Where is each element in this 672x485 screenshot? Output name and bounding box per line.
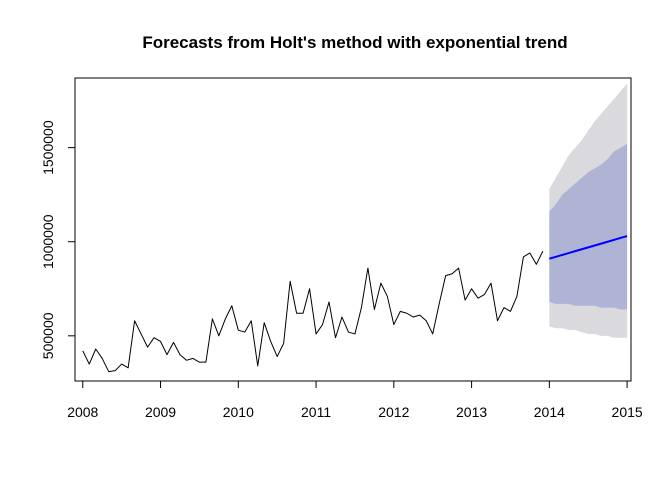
series-lines: [82, 235, 628, 373]
x-tick-label: 2012: [378, 404, 409, 420]
band-80: [549, 143, 628, 310]
x-tick-label: 2008: [67, 404, 98, 420]
chart-title: Forecasts from Holt's method with expone…: [142, 33, 567, 52]
x-tick-label: 2015: [612, 404, 643, 420]
observed-line: [82, 250, 544, 373]
y-tick-label: 1500000: [40, 120, 56, 175]
x-tick-label: 2013: [456, 404, 487, 420]
y-tick-label: 500000: [40, 312, 56, 359]
plot-frame: [74, 77, 632, 382]
x-tick-label: 2014: [534, 404, 565, 420]
x-tick-label: 2010: [223, 404, 254, 420]
y-axis: 500000 1000000 1500000: [40, 120, 76, 359]
x-axis: 2008 2009 2010 2011 2012 2013 2014 2015: [67, 380, 643, 420]
x-tick-label: 2009: [145, 404, 176, 420]
y-tick-label: 1000000: [40, 214, 56, 269]
x-tick-label: 2011: [301, 404, 331, 420]
forecast-line: [549, 235, 628, 260]
confidence-bands: [549, 83, 628, 338]
